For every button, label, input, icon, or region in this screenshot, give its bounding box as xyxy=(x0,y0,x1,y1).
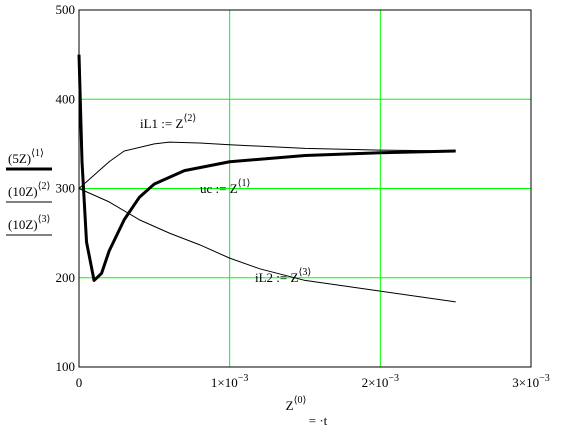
x-tick-label-exponent: −3 xyxy=(238,373,249,384)
x-tick-label-exponent: −3 xyxy=(539,373,550,384)
legend-name: (10Z) xyxy=(8,217,38,232)
annotation-index: ⟨1⟩ xyxy=(238,178,251,189)
x-tick-label: 3×10−3 xyxy=(512,373,549,390)
legend-label: (10Z)⟨2⟩ xyxy=(8,181,51,199)
y-tick-label: 200 xyxy=(56,270,76,285)
x-tick-label-base: 2×10 xyxy=(362,375,389,390)
x-axis-label: Z⟨0⟩ xyxy=(286,395,307,413)
x-tick-label-base: 1×10 xyxy=(211,375,238,390)
legend-index: ⟨3⟩ xyxy=(38,214,51,225)
annotation-text: uc := Z xyxy=(200,181,238,196)
legend-index: ⟨2⟩ xyxy=(38,181,51,192)
y-tick-label: 400 xyxy=(56,91,76,106)
annotation-index: ⟨3⟩ xyxy=(298,267,311,278)
series-annotation: uc := Z⟨1⟩ xyxy=(200,178,251,196)
series-line xyxy=(78,188,456,303)
annotation-text: iL2 := Z xyxy=(255,270,298,285)
legend-index: ⟨1⟩ xyxy=(31,148,44,159)
x-tick-label-base: 3×10 xyxy=(512,375,539,390)
series-annotation: iL2 := Z⟨3⟩ xyxy=(255,267,311,285)
y-tick-label: 500 xyxy=(56,2,76,17)
series-line xyxy=(78,141,456,189)
x-tick-label-exponent: −3 xyxy=(388,373,399,384)
legend-label: (5Z)⟨1⟩ xyxy=(8,148,44,166)
legend-label: (10Z)⟨3⟩ xyxy=(8,214,51,232)
legend-name: (5Z) xyxy=(8,151,31,166)
legend-name: (10Z) xyxy=(8,184,38,199)
x-tick-label: 0 xyxy=(76,375,83,390)
x-tick-label: 2×10−3 xyxy=(362,373,399,390)
x-label-suffix: = ·t xyxy=(309,413,328,428)
x-label-index: ⟨0⟩ xyxy=(294,395,307,406)
annotation-text: iL1 := Z xyxy=(140,116,183,131)
x-tick-label: 1×10−3 xyxy=(211,373,248,390)
y-tick-label: 100 xyxy=(56,359,76,374)
y-tick-label: 300 xyxy=(56,181,76,196)
x-label-text: Z xyxy=(286,398,294,413)
series-annotation: iL1 := Z⟨2⟩ xyxy=(140,113,196,131)
series-line xyxy=(77,54,456,282)
annotation-index: ⟨2⟩ xyxy=(183,113,196,124)
